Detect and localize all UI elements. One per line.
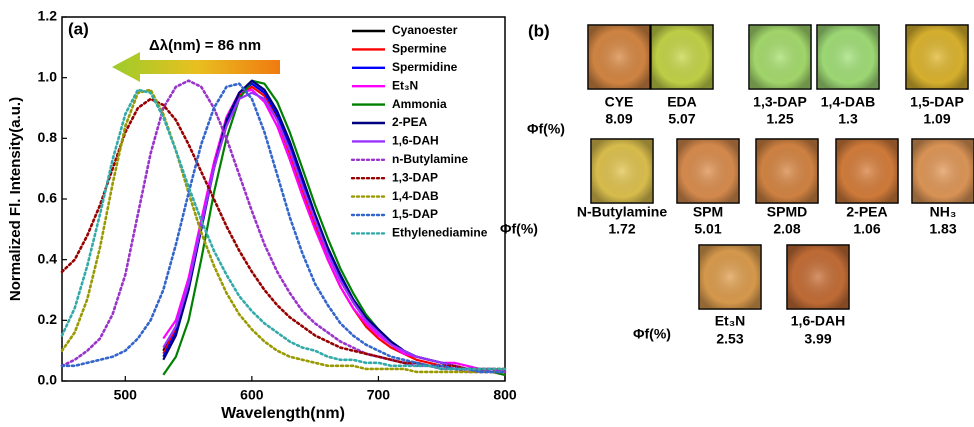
sample-yield: 8.09 [605, 111, 632, 127]
legend-label: Spermidine [392, 60, 458, 74]
sample-image-shade [700, 246, 760, 308]
sample-image-shade [818, 26, 878, 88]
sample-yield: 1.06 [853, 221, 880, 237]
x-tick-label: 600 [240, 387, 264, 403]
y-tick-label: 0.8 [38, 129, 58, 145]
legend-label: 1,6-DAH [392, 134, 439, 148]
sample-name: 1,4-DAB [821, 94, 875, 110]
panel-label: (a) [68, 19, 89, 38]
sample-name: NH₃ [930, 204, 957, 220]
legend-label: Spermine [392, 42, 447, 56]
legend-label: Cyanoester [392, 23, 458, 37]
legend-label: n-Butylamine [392, 152, 468, 166]
legend-label: 1,3-DAP [392, 170, 438, 184]
sample-image-shade [757, 140, 817, 202]
sample-image-shade [907, 26, 967, 88]
sample-name: CYE [605, 94, 634, 110]
sample-image-shade [788, 246, 848, 308]
sample-yield: 3.99 [804, 331, 831, 347]
legend-label: 1,5-DAP [392, 207, 438, 221]
sample-yield: 1.25 [766, 111, 793, 127]
shift-arrow [112, 52, 280, 82]
sample-yield: 1.09 [923, 111, 950, 127]
figure: (a) Δλ(nm) = 86 nm Wavelength(nm) Normal… [0, 0, 974, 427]
legend-label: Ethylenediamine [392, 226, 488, 240]
x-tick-label: 700 [367, 387, 391, 403]
sample-name: 2-PEA [846, 204, 887, 220]
yield-label: Φf(%) [527, 121, 565, 137]
y-tick-label: 0.2 [38, 311, 58, 327]
sample-name: EDA [667, 94, 697, 110]
sample-name: Et₃N [715, 313, 746, 329]
legend-label: 1,4-DAB [392, 189, 439, 203]
sample-image-shade [750, 26, 810, 88]
sample-yield: 1.3 [838, 111, 858, 127]
y-tick-label: 1.0 [38, 68, 58, 84]
sample-yield: 1.83 [929, 221, 956, 237]
panel-label: (b) [528, 21, 550, 40]
y-tick-label: 0.0 [38, 372, 58, 388]
sample-yield: 5.07 [668, 111, 695, 127]
legend-label: 2-PEA [392, 115, 428, 129]
sample-name: 1,3-DAP [753, 94, 807, 110]
sample-image-shade [652, 26, 712, 88]
y-tick-label: 1.2 [38, 8, 58, 24]
sample-name: SPM [693, 204, 723, 220]
x-axis-label: Wavelength(nm) [221, 405, 345, 422]
y-tick-label: 0.6 [38, 190, 58, 206]
yield-label: Φf(%) [633, 326, 671, 342]
sample-yield: 5.01 [694, 221, 721, 237]
sample-name: 1,5-DAP [910, 94, 964, 110]
yield-label: Φf(%) [500, 221, 538, 237]
legend-label: Et₃N [392, 78, 418, 92]
sample-image-shade [837, 140, 897, 202]
sample-yield: 2.53 [716, 331, 743, 347]
sample-name: SPMD [767, 204, 807, 220]
x-tick-label: 800 [493, 387, 517, 403]
legend-label: Ammonia [392, 97, 447, 111]
y-axis-label: Normalized Fl. Intensity(a.u.) [7, 97, 24, 301]
sample-name: N-Butylamine [577, 204, 667, 220]
x-tick-label: 500 [114, 387, 138, 403]
y-tick-label: 0.4 [38, 250, 58, 266]
sample-image-shade [592, 140, 652, 202]
annotation: Δλ(nm) = 86 nm [149, 37, 261, 54]
sample-name: 1,6-DAH [791, 313, 845, 329]
sample-image-shade [589, 26, 649, 88]
sample-yield: 1.72 [608, 221, 635, 237]
sample-image-shade [678, 140, 738, 202]
sample-yield: 2.08 [773, 221, 800, 237]
sample-image-shade [913, 140, 973, 202]
